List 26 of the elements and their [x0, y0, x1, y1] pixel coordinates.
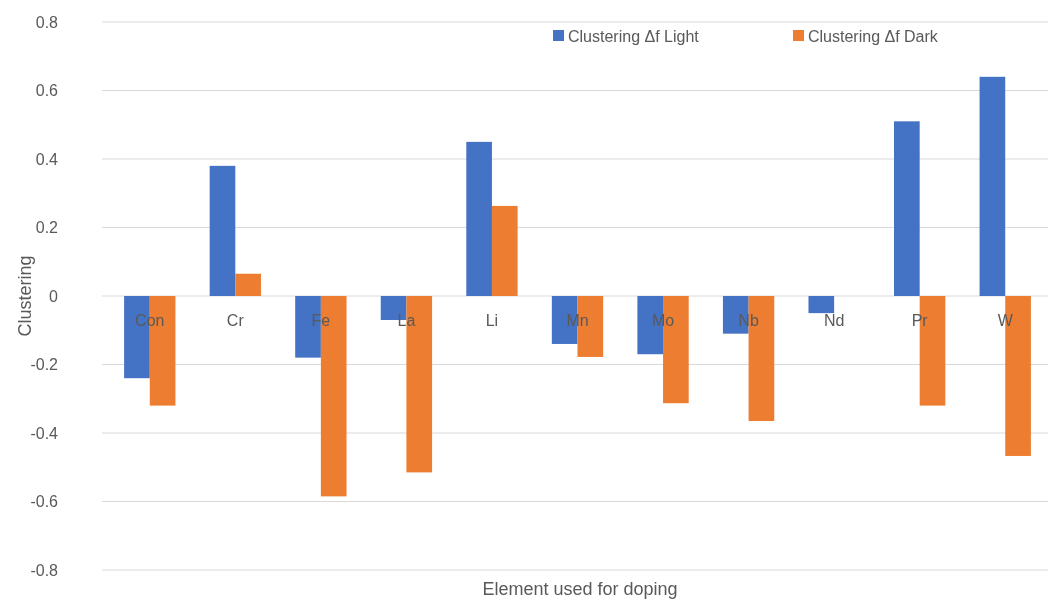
x-tick-label: Cr — [226, 312, 245, 329]
x-tick-label: Fe — [311, 312, 331, 329]
bar — [979, 76, 1006, 296]
x-axis-title: Element used for doping — [482, 579, 678, 599]
bar — [209, 165, 236, 296]
y-tick-label: 0.6 — [35, 82, 59, 100]
x-tick-label: Li — [485, 312, 499, 329]
x-tick-label: Con — [135, 312, 165, 329]
y-axis-title: Clustering — [15, 255, 35, 337]
y-tick-label: -0.4 — [30, 424, 59, 442]
y-tick-label: -0.8 — [30, 561, 59, 579]
y-tick-label: 0.2 — [35, 219, 59, 237]
bar — [491, 205, 518, 296]
legend-label: Clustering Δf Light — [568, 27, 700, 45]
bar — [466, 141, 492, 296]
legend-label: Clustering Δf Dark — [808, 27, 939, 45]
y-tick-label: 0 — [49, 287, 59, 305]
bar — [808, 296, 835, 314]
bar — [894, 121, 920, 296]
x-tick-label: Mn — [566, 312, 589, 329]
y-tick-label: -0.2 — [30, 356, 59, 374]
y-tick-label: 0.8 — [35, 13, 59, 31]
y-tick-label: 0.4 — [35, 150, 59, 168]
bar — [235, 273, 261, 296]
y-tick-label: -0.6 — [30, 493, 59, 511]
x-tick-label: Nd — [823, 312, 845, 329]
